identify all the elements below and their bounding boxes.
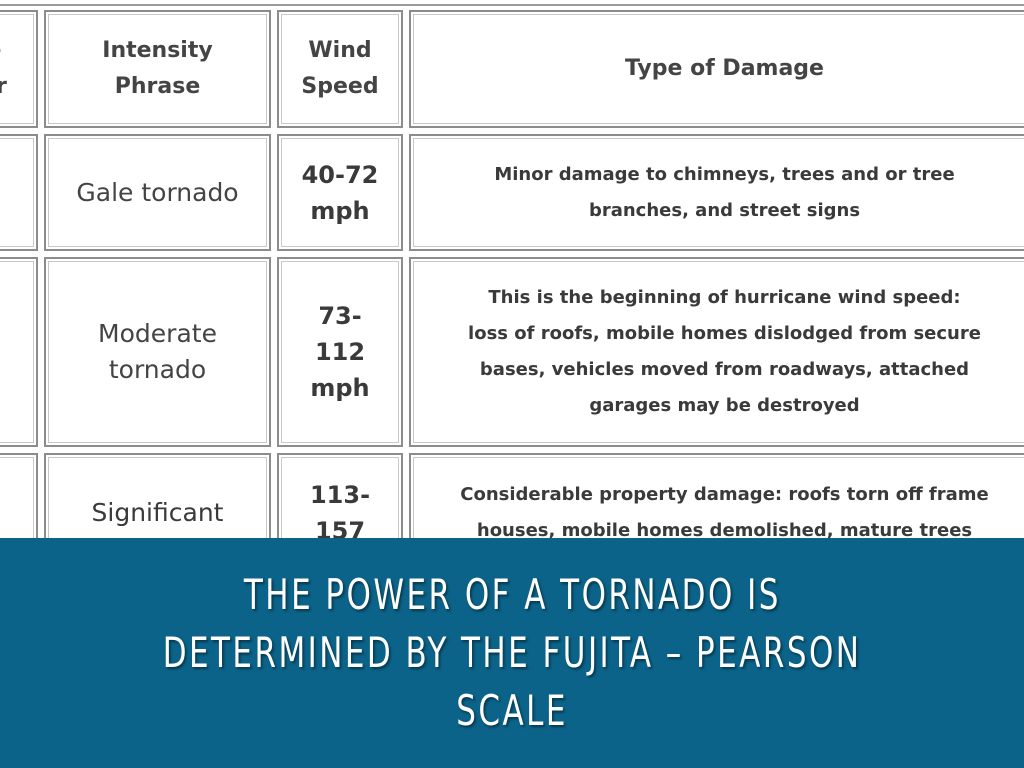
cell-text: This is the beginning of hurricane wind …	[488, 287, 961, 308]
border	[0, 4, 1024, 6]
cell-text: loss of roofs, mobile homes dislodged fr…	[468, 323, 981, 344]
cell-text: Phrase	[114, 74, 201, 99]
table-cell: Minor damage to chimneys, trees and or t…	[409, 134, 1024, 251]
table-cell: 40-72 mph	[277, 134, 403, 251]
header-cell: Wind Speed	[277, 10, 403, 128]
cell-text: 112	[314, 338, 366, 366]
table: e er Intensity Phrase Wind Speed Type of Damag…	[0, 4, 1024, 538]
caption-banner: THE POWER OF A TORNADO IS DETERMINED BY T…	[0, 538, 1024, 768]
cell-text: Moderate	[98, 319, 217, 348]
table-cell: Gale tornado	[44, 134, 271, 251]
cell-text: branches, and street signs	[588, 199, 861, 221]
cell-text: e	[0, 33, 1, 69]
cell-text: Intensity	[102, 38, 213, 63]
table-cell	[0, 257, 38, 447]
cell-text: Type of Damage	[625, 56, 824, 81]
table-cell: Considerable property damage: roofs torn…	[409, 453, 1024, 538]
header-cell: e er	[0, 10, 38, 128]
cell-text: Speed	[301, 74, 379, 99]
cell-text: er	[0, 74, 7, 99]
cell-text: Wind	[308, 38, 372, 63]
caption-line: THE POWER OF A TORNADO IS	[243, 570, 781, 619]
table-cell: 113- 157	[277, 453, 403, 538]
header-cell: Intensity Phrase	[44, 10, 271, 128]
table-cell	[0, 134, 38, 251]
table-cell: Moderate tornado	[44, 257, 271, 447]
cell-text: bases, vehicles moved from roadways, att…	[479, 359, 970, 380]
cell-text: Minor damage to chimneys, trees and or t…	[494, 163, 955, 185]
cell-text: tornado	[108, 355, 207, 384]
table-cell: Significant	[44, 453, 271, 538]
cell-text: 40-72	[301, 160, 379, 189]
cell-text: Significant	[91, 498, 224, 527]
table-cell: This is the beginning of hurricane wind …	[409, 257, 1024, 447]
cell-text: houses, mobile homes demolished, mature …	[476, 520, 973, 538]
cell-text: 157	[314, 517, 366, 538]
table-cell: 73- 112 mph	[277, 257, 403, 447]
cell-text: Considerable property damage: roofs torn…	[460, 484, 989, 505]
table-cell	[0, 453, 38, 538]
cell-text: garages may be destroyed	[589, 395, 860, 416]
caption-line: DETERMINED BY THE FUJITA – PEARSON	[162, 628, 862, 677]
cell-text: mph	[310, 196, 370, 225]
header-cell: Type of Damage	[409, 10, 1024, 128]
cell-text: 73-	[318, 302, 362, 330]
caption-line: SCALE	[456, 686, 568, 735]
cell-text: mph	[310, 374, 370, 402]
cell-text: 113-	[309, 481, 371, 509]
cell-text: Gale tornado	[76, 177, 239, 207]
